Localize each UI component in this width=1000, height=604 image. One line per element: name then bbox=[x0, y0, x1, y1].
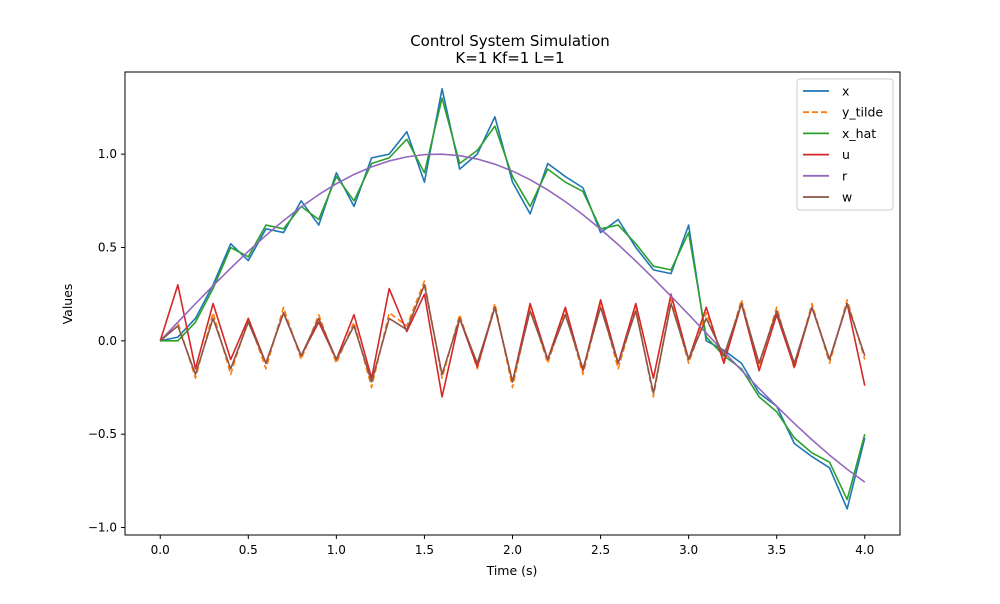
x-tick-label: 2.0 bbox=[503, 543, 522, 557]
x-tick-label: 4.0 bbox=[855, 543, 874, 557]
series-line-x bbox=[160, 88, 866, 510]
y-axis: −1.0 −0.5 0.0 0.5 1.0 bbox=[88, 147, 125, 535]
x-tick-label: 0.5 bbox=[239, 543, 258, 557]
y-tick-label: 0.5 bbox=[98, 240, 117, 254]
legend-label: r bbox=[842, 168, 848, 183]
plot-frame bbox=[124, 71, 901, 536]
legend-label: x_hat bbox=[842, 126, 876, 141]
y-axis-label: Values bbox=[60, 284, 75, 325]
legend-label: x bbox=[842, 84, 849, 99]
y-tick-label: −1.0 bbox=[88, 521, 117, 535]
y-tick-label: 1.0 bbox=[98, 147, 117, 161]
x-tick-label: 3.5 bbox=[767, 543, 786, 557]
series-line-x-hat bbox=[160, 97, 866, 501]
legend-label: u bbox=[842, 147, 850, 162]
plot-lines bbox=[159, 88, 866, 510]
y-tick-label: −0.5 bbox=[88, 427, 117, 441]
y-tick-label: 0.0 bbox=[98, 334, 117, 348]
x-tick-label: 3.0 bbox=[679, 543, 698, 557]
chart-subtitle: K=1 Kf=1 L=1 bbox=[455, 49, 564, 67]
x-tick-label: 1.0 bbox=[327, 543, 346, 557]
x-axis-label: Time (s) bbox=[486, 563, 538, 578]
x-tick-label: 0.0 bbox=[151, 543, 170, 557]
series-line-w bbox=[159, 284, 866, 394]
series-line-r bbox=[159, 153, 866, 483]
legend-label: w bbox=[842, 190, 852, 205]
chart-title: Control System Simulation bbox=[410, 32, 610, 50]
legend-label: y_tilde bbox=[842, 105, 883, 120]
x-axis: 0.0 0.5 1.0 1.5 2.0 2.5 3.0 3.5 4.0 bbox=[151, 535, 874, 557]
x-tick-label: 2.5 bbox=[591, 543, 610, 557]
x-tick-label: 1.5 bbox=[415, 543, 434, 557]
